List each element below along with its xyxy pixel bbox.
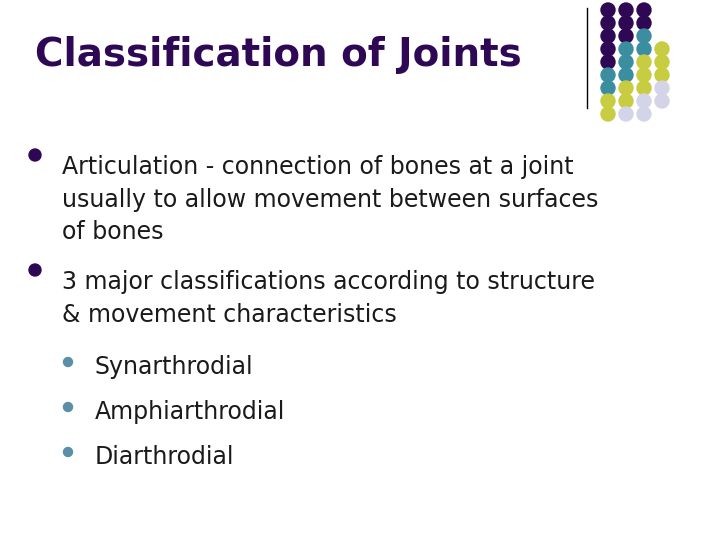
Circle shape bbox=[601, 81, 615, 95]
Circle shape bbox=[637, 55, 651, 69]
Circle shape bbox=[601, 107, 615, 121]
Circle shape bbox=[619, 94, 633, 108]
Circle shape bbox=[655, 68, 669, 82]
Circle shape bbox=[601, 29, 615, 43]
Circle shape bbox=[601, 55, 615, 69]
Circle shape bbox=[619, 55, 633, 69]
Circle shape bbox=[619, 107, 633, 121]
Circle shape bbox=[63, 448, 73, 456]
Circle shape bbox=[29, 264, 41, 276]
Text: Classification of Joints: Classification of Joints bbox=[35, 36, 522, 74]
Text: Articulation - connection of bones at a joint
usually to allow movement between : Articulation - connection of bones at a … bbox=[62, 155, 598, 244]
Circle shape bbox=[601, 16, 615, 30]
Circle shape bbox=[619, 3, 633, 17]
Circle shape bbox=[63, 402, 73, 411]
Circle shape bbox=[637, 68, 651, 82]
Circle shape bbox=[601, 94, 615, 108]
Circle shape bbox=[63, 357, 73, 367]
Circle shape bbox=[619, 16, 633, 30]
Circle shape bbox=[655, 81, 669, 95]
Circle shape bbox=[637, 81, 651, 95]
Circle shape bbox=[619, 42, 633, 56]
Circle shape bbox=[619, 29, 633, 43]
Circle shape bbox=[637, 3, 651, 17]
Circle shape bbox=[601, 68, 615, 82]
Circle shape bbox=[29, 149, 41, 161]
Circle shape bbox=[637, 42, 651, 56]
Circle shape bbox=[601, 3, 615, 17]
Circle shape bbox=[655, 42, 669, 56]
Circle shape bbox=[655, 94, 669, 108]
Text: Synarthrodial: Synarthrodial bbox=[95, 355, 253, 379]
Text: 3 major classifications according to structure
& movement characteristics: 3 major classifications according to str… bbox=[62, 270, 595, 327]
Circle shape bbox=[619, 68, 633, 82]
Circle shape bbox=[619, 81, 633, 95]
Text: Diarthrodial: Diarthrodial bbox=[95, 445, 235, 469]
Circle shape bbox=[601, 42, 615, 56]
Circle shape bbox=[655, 55, 669, 69]
Circle shape bbox=[637, 107, 651, 121]
Text: Amphiarthrodial: Amphiarthrodial bbox=[95, 400, 285, 424]
Circle shape bbox=[637, 29, 651, 43]
Circle shape bbox=[637, 94, 651, 108]
Circle shape bbox=[637, 16, 651, 30]
